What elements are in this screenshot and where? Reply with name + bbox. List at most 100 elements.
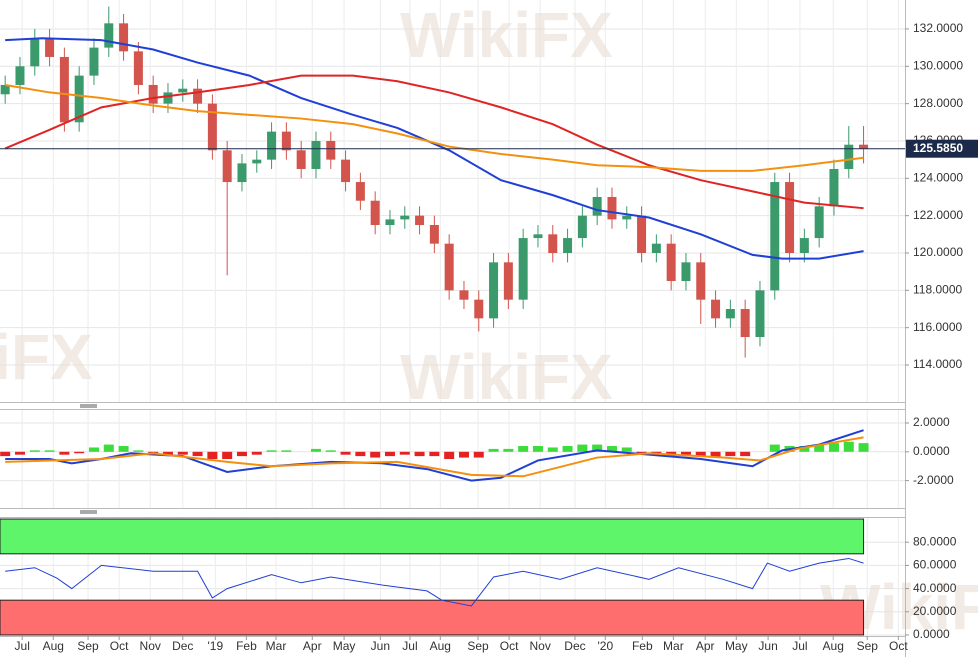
y-tick-label: 60.0000: [913, 558, 957, 572]
candle-body: [577, 215, 587, 239]
candle-body: [622, 215, 632, 220]
histogram-bar: [769, 444, 780, 452]
histogram-bar: [858, 443, 869, 452]
y-tick-label: 114.0000: [913, 357, 962, 371]
x-tick-label: Jun: [371, 639, 390, 653]
candle-body: [592, 196, 602, 216]
candle-body: [326, 140, 336, 160]
histogram-bar: [799, 446, 810, 452]
histogram-bar: [710, 451, 721, 458]
x-tick-label: Mar: [266, 639, 287, 653]
histogram-bar: [340, 451, 351, 455]
histogram-bar: [384, 451, 395, 457]
y-tick-label: 130.0000: [913, 58, 963, 72]
candle-body: [711, 299, 721, 319]
x-tick-label: Jun: [758, 639, 777, 653]
histogram-bar: [325, 450, 336, 452]
histogram-bar: [606, 446, 617, 452]
candle-body: [533, 234, 543, 239]
histogram-bar: [177, 451, 188, 455]
candle-body: [222, 150, 232, 183]
histogram-bar: [399, 451, 410, 455]
histogram-bar: [636, 451, 647, 454]
candle-body: [59, 56, 69, 123]
watermark: WikiFX: [400, 0, 613, 71]
histogram-bar: [29, 450, 40, 452]
candle-body: [296, 150, 306, 169]
x-tick-label: Aug: [43, 639, 64, 653]
candle-body: [770, 182, 780, 291]
candle-body: [755, 290, 765, 338]
y-tick-label: 0.0000: [913, 444, 950, 458]
candle-body: [696, 262, 706, 300]
histogram-bar: [621, 447, 632, 452]
histogram-bar: [518, 446, 529, 452]
watermarks: WikiFX WikiFX WikiFX WikiFX: [0, 0, 978, 643]
candle-body: [518, 238, 528, 300]
candle-body: [119, 23, 129, 52]
histogram-bar: [429, 451, 440, 457]
x-tick-label: Jul: [792, 639, 807, 653]
candle-body: [666, 243, 676, 282]
candle-body: [89, 47, 99, 76]
histogram-bar: [44, 450, 55, 452]
x-tick-label: Oct: [110, 639, 129, 653]
histogram-bar: [547, 447, 558, 452]
x-tick-label: Apr: [303, 639, 322, 653]
y-tick-label: 118.0000: [913, 283, 962, 297]
candle-body: [725, 309, 735, 319]
watermark: WikiFX: [400, 341, 613, 413]
histogram-bar: [577, 444, 588, 452]
candle-body: [148, 84, 158, 104]
x-tick-label: Sep: [467, 639, 489, 653]
candle-body: [15, 66, 25, 85]
candle-body: [252, 159, 262, 164]
candle-body: [829, 168, 839, 207]
x-tick-label: Oct: [889, 639, 908, 653]
last-price-box: [906, 139, 978, 158]
resize-handle[interactable]: [80, 404, 97, 514]
histogram-bar: [370, 451, 381, 458]
candle-body: [104, 23, 114, 48]
histogram-bar: [532, 446, 543, 452]
histogram-bar: [251, 451, 262, 455]
histogram-bar: [310, 448, 321, 452]
candle-body: [607, 196, 617, 220]
histogram-bar: [236, 451, 247, 457]
candle-body: [311, 140, 321, 169]
histogram-bar: [14, 451, 25, 455]
histogram-bar: [192, 451, 203, 457]
watermark: WikiFX: [0, 321, 93, 393]
histogram-bar: [0, 451, 11, 457]
y-tick-label: 120.0000: [913, 245, 963, 259]
x-tick-label: Mar: [663, 639, 684, 653]
y-tick-label: 20.0000: [913, 604, 957, 618]
x-tick-label: '20: [597, 639, 613, 653]
last-price-label: 125.5850: [913, 141, 963, 155]
candle-body: [415, 215, 425, 225]
candle-body: [740, 309, 750, 338]
candle-body: [163, 92, 173, 104]
histogram-bar: [828, 443, 839, 452]
histogram-bar: [103, 444, 114, 452]
candle-body: [489, 262, 499, 319]
candle-body: [548, 234, 558, 254]
histogram-bar: [458, 451, 469, 458]
x-tick-label: Oct: [500, 639, 519, 653]
histogram-bar: [444, 451, 455, 459]
histogram-bar: [843, 441, 854, 452]
x-tick-label: Jul: [402, 639, 417, 653]
x-tick-label: Sep: [857, 639, 879, 653]
histogram-bar: [162, 451, 173, 455]
band: [0, 518, 865, 555]
candle-body: [0, 84, 10, 95]
histogram-bar: [118, 446, 129, 452]
histogram-bar: [473, 451, 484, 458]
histogram-bar: [88, 447, 99, 452]
candle-body: [799, 238, 809, 254]
y-tick-label: 40.0000: [913, 581, 957, 595]
histogram-bar: [133, 450, 144, 452]
histogram-bar: [680, 451, 691, 455]
histogram-bar: [592, 444, 603, 452]
histogram-bar: [414, 451, 425, 457]
